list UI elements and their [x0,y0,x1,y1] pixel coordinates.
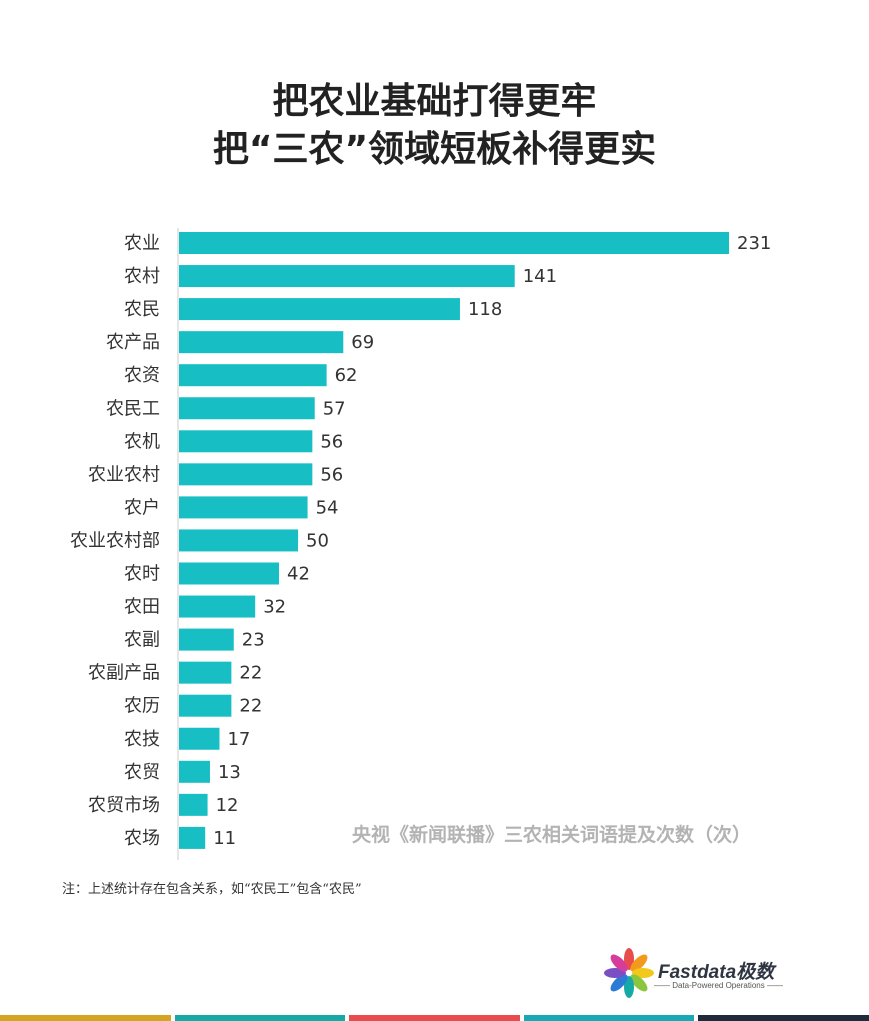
footer-color-segment [349,1015,520,1021]
bar [179,430,313,453]
bar [179,364,327,387]
bar [179,265,515,288]
footer-color-segment [523,1015,695,1021]
bar [179,793,208,816]
bar [179,727,220,750]
logo-tagline: —— Data-Powered Operations —— [654,981,783,990]
bar [179,595,256,618]
category-label: 农历 [124,696,160,717]
category-label: 农技 [124,729,160,750]
value-label: 17 [227,729,250,750]
category-label: 农产品 [106,332,160,353]
value-label: 141 [523,266,557,287]
category-label: 农时 [124,564,160,585]
value-label: 22 [239,663,262,684]
category-label: 农贸市场 [88,795,160,816]
category-label: 农贸 [124,762,160,783]
category-label: 农场 [124,828,160,849]
category-label: 农村 [124,266,160,287]
category-label: 农机 [124,431,160,452]
value-label: 13 [218,762,241,783]
bar [179,826,206,849]
value-label: 118 [468,299,502,320]
value-label: 50 [306,530,329,551]
category-label: 农民工 [106,398,160,419]
category-label: 农户 [124,497,160,518]
value-label: 22 [239,696,262,717]
bar [179,760,210,783]
flower-logo-icon [604,948,654,998]
bar [179,463,313,486]
category-label: 农田 [124,597,160,618]
bar [179,331,344,354]
category-label: 农副 [124,630,160,651]
footer-color-segment [174,1015,346,1021]
value-label: 42 [287,564,310,585]
category-label: 农副产品 [88,663,160,684]
bar [179,529,299,552]
bar [179,562,279,585]
bar-chart: 农业 231 农村 141 农民 118 农产品 69 农资 62 农民工 57 农机 56 农业农村 56 农… [70,228,771,860]
value-label: 231 [737,233,771,254]
chart-annotation: 央视《新闻联播》三农相关词语提及次数（次） [352,824,752,846]
value-label: 62 [335,365,358,386]
footer-color-segment [698,1015,869,1021]
value-label: 69 [351,332,374,353]
bar [179,496,308,519]
value-label: 23 [242,630,265,651]
chart-title-line-1: 把农业基础打得更牢 [272,81,597,122]
bar [179,397,315,420]
fastdata-logo: Fastdata极数 —— Data-Powered Operations —— [604,945,794,1005]
bar [179,628,234,651]
footer-color-strip [0,1015,869,1021]
value-label: 57 [323,398,346,419]
logo-wordmark: Fastdata极数 [658,962,775,983]
bar [179,232,729,254]
category-label: 农民 [124,299,160,320]
value-label: 11 [213,828,236,849]
footnote: 注：上述统计存在包含关系，如“农民工”包含“农民” [62,882,362,897]
value-label: 56 [320,464,343,485]
value-label: 32 [263,597,286,618]
bar [179,661,232,684]
footer-color-segment [0,1015,171,1021]
category-label: 农业农村部 [70,530,160,551]
category-label: 农业 [124,233,160,254]
value-label: 54 [316,497,339,518]
category-label: 农业农村 [88,464,160,485]
category-label: 农资 [124,365,160,386]
bar [179,298,460,321]
chart-title-line-2: 把“三农”领域短板补得更实 [212,129,657,170]
value-label: 56 [320,431,343,452]
value-label: 12 [216,795,239,816]
bar [179,694,232,717]
